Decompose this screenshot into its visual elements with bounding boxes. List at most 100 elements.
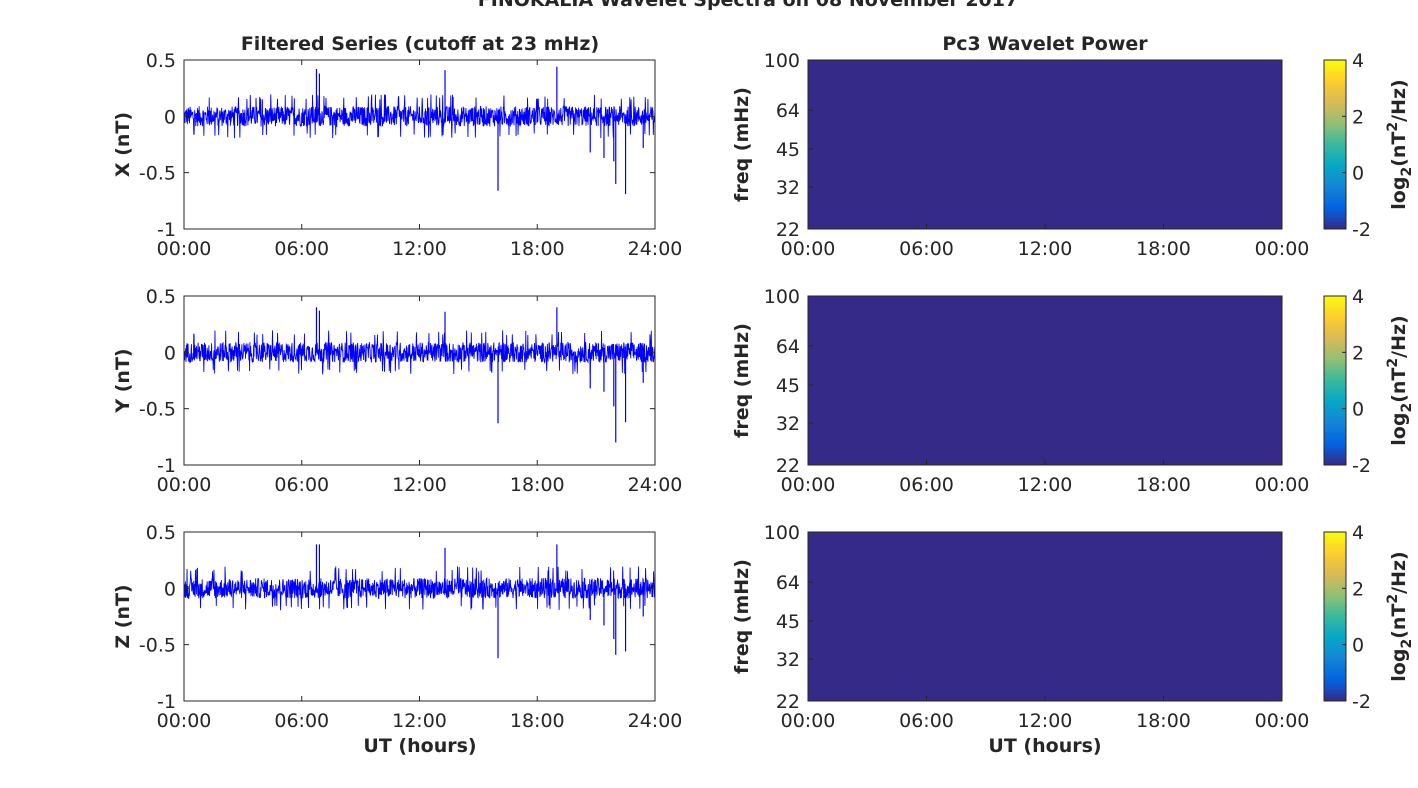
filtered-x-series-line — [184, 94, 655, 139]
wavelet-y-xtick-label-2: 12:00 — [1018, 474, 1073, 496]
filtered-x-ytick-label-1: 0 — [164, 106, 176, 128]
wavelet-y-heatmap — [807, 295, 1283, 466]
filtered-z-xtick-label-2: 12:00 — [392, 710, 447, 732]
filtered-y-xtick-label-1: 06:00 — [274, 474, 329, 496]
wavelet-y-cbar-tick-label-3: -2 — [1352, 455, 1371, 477]
wavelet-y-xtick-label-4: 00:00 — [1255, 474, 1310, 496]
wavelet-z-ytick-label-4: 22 — [776, 691, 800, 713]
right-column-title: Pc3 Wavelet Power — [942, 33, 1148, 55]
filtered-z-xtick-label-3: 18:00 — [510, 710, 565, 732]
wavelet-z-ytick-label-0: 100 — [764, 522, 800, 544]
filtered-x-xtick-label-1: 06:00 — [274, 238, 329, 260]
filtered-z-ytick-label-3: -1 — [157, 691, 176, 713]
wavelet-x-colorbar-label: log2(nT2/Hz) — [1385, 79, 1415, 209]
filtered-x-ytick-label-3: -1 — [157, 219, 176, 241]
wavelet-z-xtick-label-1: 06:00 — [899, 710, 954, 732]
filtered-z-xtick-label-0: 00:00 — [157, 710, 212, 732]
filtered-y-xtick-label-4: 24:00 — [628, 474, 683, 496]
wavelet-x-cbar-tick-label-0: 4 — [1352, 50, 1364, 72]
left-column-title: Filtered Series (cutoff at 23 mHz) — [241, 33, 599, 55]
wavelet-y-ytick-label-2: 45 — [776, 375, 800, 397]
filtered-z-xtick-label-4: 24:00 — [628, 710, 683, 732]
wavelet-x-xtick-label-0: 00:00 — [781, 238, 836, 260]
wavelet-z-xtick-label-2: 12:00 — [1018, 710, 1073, 732]
wavelet-x-xtick-label-2: 12:00 — [1018, 238, 1073, 260]
filtered-x-xtick-label-0: 00:00 — [157, 238, 212, 260]
left-xlabel: UT (hours) — [363, 735, 476, 757]
right-xlabel: UT (hours) — [988, 735, 1101, 757]
wavelet-y-ytick-label-1: 64 — [776, 336, 800, 358]
filtered-z-plot-area — [184, 532, 655, 701]
wavelet-z-colorbar — [1323, 531, 1347, 702]
filtered-y-series-line — [184, 330, 655, 375]
wavelet-z-cbar-tick-label-2: 0 — [1352, 635, 1364, 657]
wavelet-y-cbar-tick-label-2: 0 — [1352, 399, 1364, 421]
wavelet-y-colorbar — [1323, 295, 1347, 466]
filtered-y-ytick-label-0: 0.5 — [146, 286, 176, 308]
wavelet-y-ytick-label-0: 100 — [764, 286, 800, 308]
filtered-y-ylabel: Y (nT) — [112, 348, 134, 413]
wavelet-y-xtick-label-1: 06:00 — [899, 474, 954, 496]
filtered-x-plot-area — [184, 60, 655, 229]
filtered-y-xtick-label-3: 18:00 — [510, 474, 565, 496]
wavelet-x-xtick-label-4: 00:00 — [1255, 238, 1310, 260]
wavelet-x-cbar-tick-label-3: -2 — [1352, 219, 1371, 241]
wavelet-x-ytick-label-4: 22 — [776, 219, 800, 241]
filtered-x-panel: 0.5 0 -0.5 -100:00 06:00 12:00 18:00 24:00 X (nT… — [112, 50, 682, 260]
wavelet-z-cbar-tick-label-3: -2 — [1352, 691, 1371, 713]
wavelet-z-xtick-label-4: 00:00 — [1255, 710, 1310, 732]
filtered-z-xtick-label-1: 06:00 — [274, 710, 329, 732]
filtered-y-ytick-label-2: -0.5 — [139, 399, 176, 421]
wavelet-z-xtick-label-3: 18:00 — [1136, 710, 1191, 732]
wavelet-y-ylabel: freq (mHz) — [731, 323, 753, 438]
wavelet-z-ytick-label-2: 45 — [776, 611, 800, 633]
filtered-x-ytick-label-2: -0.5 — [139, 163, 176, 185]
filtered-y-plot-area — [184, 296, 655, 465]
filtered-y-xtick-label-2: 12:00 — [392, 474, 447, 496]
filtered-z-ytick-label-2: -0.5 — [139, 635, 176, 657]
wavelet-z-xtick-label-0: 00:00 — [781, 710, 836, 732]
wavelet-z-colorbar-label: log2(nT2/Hz) — [1385, 551, 1415, 681]
filtered-x-ytick-label-0: 0.5 — [146, 50, 176, 72]
filtered-z-ytick-label-1: 0 — [164, 578, 176, 600]
wavelet-y-cbar-tick-label-1: 2 — [1352, 342, 1364, 364]
wavelet-x-ylabel: freq (mHz) — [731, 87, 753, 202]
wavelet-y-cbar-tick-label-0: 4 — [1352, 286, 1364, 308]
wavelet-x-cbar-tick-label-1: 2 — [1352, 106, 1364, 128]
filtered-y-panel: 0.5 0 -0.5 -100:00 06:00 12:00 18:00 24:00 Y (nT… — [112, 286, 682, 496]
wavelet-z-cbar-tick-label-1: 2 — [1352, 578, 1364, 600]
filtered-z-panel: 0.5 0 -0.5 -100:00 06:00 12:00 18:00 24:00 Z (nT… — [112, 522, 682, 732]
filtered-z-series-line — [184, 566, 655, 611]
wavelet-x-cbar-tick-label-2: 0 — [1352, 163, 1364, 185]
wavelet-y-xtick-label-3: 18:00 — [1136, 474, 1191, 496]
wavelet-y-xtick-label-0: 00:00 — [781, 474, 836, 496]
filtered-y-ytick-label-3: -1 — [157, 455, 176, 477]
filtered-x-xtick-label-4: 24:00 — [628, 238, 683, 260]
filtered-x-xtick-label-3: 18:00 — [510, 238, 565, 260]
filtered-z-ytick-label-0: 0.5 — [146, 522, 176, 544]
wavelet-x-xtick-label-1: 06:00 — [899, 238, 954, 260]
wavelet-z-cbar-tick-label-0: 4 — [1352, 522, 1364, 544]
wavelet-x-colorbar — [1323, 59, 1347, 230]
filtered-z-ylabel: Z (nT) — [112, 584, 134, 648]
filtered-x-xtick-label-2: 12:00 — [392, 238, 447, 260]
wavelet-z-ytick-label-1: 64 — [776, 572, 800, 594]
filtered-x-ylabel: X (nT) — [112, 112, 134, 177]
wavelet-z-ylabel: freq (mHz) — [731, 559, 753, 674]
wavelet-x-xtick-label-3: 18:00 — [1136, 238, 1191, 260]
figure-title: FINOKALIA Wavelet Spectra on 08 November… — [478, 0, 1018, 11]
wavelet-y-ytick-label-3: 32 — [776, 413, 800, 435]
wavelet-z-ytick-label-3: 32 — [776, 649, 800, 671]
wavelet-z-heatmap — [807, 531, 1283, 702]
wavelet-x-ytick-label-1: 64 — [776, 100, 800, 122]
wavelet-y-colorbar-label: log2(nT2/Hz) — [1385, 315, 1415, 445]
wavelet-x-ytick-label-3: 32 — [776, 177, 800, 199]
filtered-y-xtick-label-0: 00:00 — [157, 474, 212, 496]
wavelet-x-ytick-label-2: 45 — [776, 139, 800, 161]
wavelet-x-heatmap — [807, 59, 1283, 230]
wavelet-y-ytick-label-4: 22 — [776, 455, 800, 477]
